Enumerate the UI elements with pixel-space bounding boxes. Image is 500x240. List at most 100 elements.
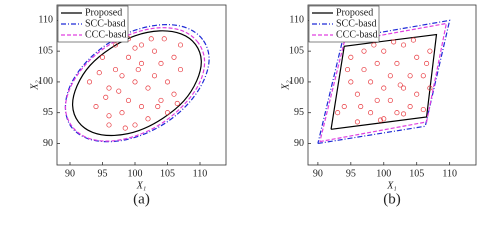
sample-point: [132, 122, 138, 128]
sample-point: [106, 113, 112, 119]
sample-point: [407, 73, 413, 79]
sample-point: [119, 73, 125, 79]
sample-point: [420, 107, 426, 113]
sample-point: [171, 54, 177, 60]
sample-point: [394, 60, 400, 67]
y-tick-label: 90: [43, 138, 53, 149]
sample-point: [341, 103, 347, 110]
y-tick-label: 110: [38, 15, 53, 26]
sample-point: [93, 103, 99, 110]
sample-point: [138, 42, 145, 48]
sample-point: [400, 42, 407, 48]
sample-point: [151, 48, 158, 54]
y-axis-label: X₂: [29, 80, 40, 91]
sample-point: [148, 36, 154, 42]
y-tick-label: 105: [289, 45, 304, 56]
sample-point: [358, 103, 364, 110]
sample-point: [381, 85, 387, 91]
sample-point: [371, 42, 377, 48]
sample-point: [112, 42, 119, 48]
sample-point: [387, 97, 393, 103]
sample-point: [394, 110, 400, 116]
sample-point: [377, 117, 384, 123]
sample-point: [414, 91, 420, 97]
sample-point: [122, 125, 128, 131]
sample-point: [348, 54, 354, 60]
legend-label: SCC-basd: [85, 18, 126, 29]
sample-point: [106, 85, 112, 91]
sample-point: [155, 103, 161, 110]
sample-point: [138, 60, 145, 67]
sample-point: [368, 110, 374, 116]
sample-point: [354, 119, 360, 125]
y-tick-label: 100: [38, 76, 53, 87]
x-tick-label: 110: [442, 168, 457, 179]
sample-point: [125, 97, 132, 103]
sample-point: [407, 103, 413, 110]
x-tick-label: 110: [193, 168, 208, 179]
sample-point: [410, 37, 416, 43]
y-tick-label: 95: [43, 107, 53, 118]
sample-point: [158, 97, 164, 103]
x-tick-label: 100: [128, 168, 143, 179]
x-tick-label: 90: [65, 168, 75, 179]
sample-point: [174, 100, 180, 107]
sample-point: [381, 116, 387, 122]
sample-point: [368, 79, 374, 85]
legend-label: SCC-basd: [336, 18, 377, 29]
sample-point: [138, 103, 145, 110]
sample-point: [397, 82, 403, 88]
x-tick-label: 90: [313, 168, 323, 179]
y-tick-label: 110: [289, 15, 304, 26]
sample-point: [145, 85, 151, 91]
x-tick-label: 100: [376, 168, 391, 179]
legend-box: [57, 5, 129, 43]
sample-point: [427, 85, 433, 91]
x-axis-label: X₁: [136, 180, 147, 191]
sample-point: [427, 48, 433, 54]
panel-caption: (b): [383, 191, 401, 207]
sample-point: [381, 48, 387, 54]
y-tick-label: 105: [38, 45, 53, 56]
sample-point: [158, 60, 164, 67]
sample-point: [374, 60, 380, 67]
sample-point: [391, 39, 397, 45]
boundary-line: [71, 30, 202, 137]
sample-point: [361, 67, 367, 73]
sample-point: [135, 67, 141, 73]
sample-point: [400, 85, 407, 91]
sample-point: [348, 79, 354, 85]
sample-point: [171, 91, 177, 97]
sample-point: [374, 97, 380, 103]
x-tick-label: 95: [98, 168, 108, 179]
sample-point: [116, 88, 122, 94]
sample-point: [145, 116, 151, 122]
boundary-line: [64, 27, 206, 142]
sample-point: [125, 54, 132, 60]
panel-caption: (a): [133, 191, 150, 207]
sample-point: [103, 94, 109, 100]
boundary-line: [330, 33, 438, 130]
sample-point: [344, 67, 351, 73]
sample-point: [177, 67, 184, 73]
sample-point: [132, 45, 138, 51]
boundary-line: [319, 22, 448, 143]
legend-label: CCC-basd: [85, 29, 127, 40]
sample-point: [414, 54, 420, 60]
sample-point: [164, 79, 171, 85]
sample-point: [387, 73, 393, 79]
sample-point: [164, 110, 171, 116]
sample-point: [161, 36, 167, 42]
x-tick-label: 95: [346, 168, 356, 179]
sample-point: [151, 73, 158, 79]
sample-point: [177, 42, 184, 48]
sample-point: [106, 122, 112, 128]
boundary-line: [317, 19, 451, 145]
x-axis-label: X₁: [386, 180, 397, 191]
y-tick-label: 95: [294, 107, 304, 118]
y-tick-label: 90: [294, 138, 304, 149]
sample-point: [335, 110, 341, 116]
sample-point: [132, 79, 138, 85]
